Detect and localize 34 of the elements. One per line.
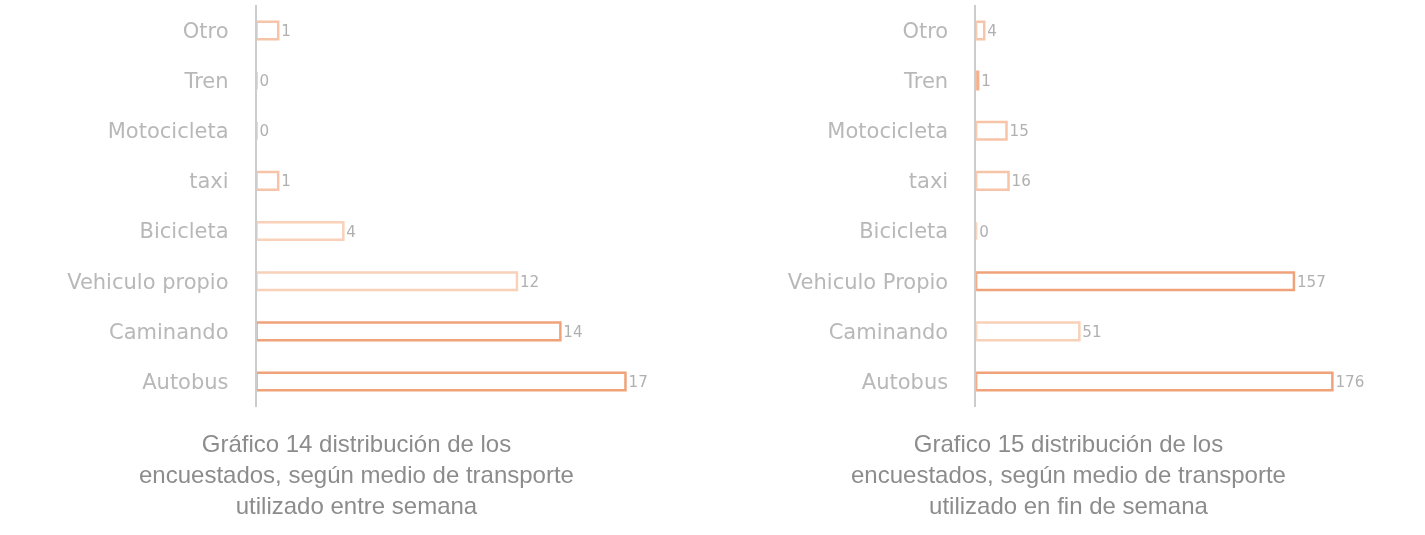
- data-label: 157: [1296, 272, 1326, 291]
- y-tick-label: Otro: [182, 18, 229, 43]
- y-tick-label: Tren: [903, 68, 949, 93]
- data-label: 4: [346, 222, 356, 241]
- data-label: 176: [1335, 373, 1365, 392]
- data-label: 51: [1082, 322, 1102, 341]
- data-label: 0: [259, 72, 270, 91]
- y-tick-label: Bicicleta: [139, 219, 229, 244]
- y-tick-label: Caminando: [109, 319, 229, 344]
- y-tick-label: taxi: [908, 169, 949, 194]
- y-tick-label: Vehiculo Propio: [787, 269, 949, 294]
- y-tick-label: Motocicleta: [107, 119, 229, 144]
- data-label: 1: [281, 22, 291, 41]
- data-label: 0: [979, 222, 989, 241]
- text: Grafico 15 distribución de los encuestados, según medio de transporte utilizado en fin de semana: [851, 430, 1286, 520]
- data-label: 0: [259, 122, 270, 141]
- y-tick-label: taxi: [189, 169, 229, 194]
- data-label: 1: [981, 72, 991, 91]
- data-label: 17: [628, 373, 648, 392]
- data-label: 1: [281, 172, 291, 191]
- y-tick-label: Otro: [902, 18, 949, 43]
- y-tick-label: Autobus: [861, 369, 949, 394]
- data-label: 4: [987, 22, 997, 41]
- y-tick-label: Autobus: [142, 369, 229, 394]
- data-label: 16: [1011, 172, 1031, 191]
- y-tick-label: Caminando: [828, 319, 949, 344]
- y-tick-label: Tren: [183, 68, 229, 93]
- data-label: 15: [1009, 122, 1029, 141]
- y-tick-label: Vehiculo propio: [67, 269, 229, 294]
- y-tick-label: Motocicleta: [827, 119, 949, 144]
- data-label: 12: [519, 272, 540, 291]
- data-label: 14: [563, 322, 583, 341]
- y-tick-label: Bicicleta: [859, 219, 949, 244]
- text: Gráfico 14 distribución de los encuestados, según medio de transporte utilizado entre semana: [139, 430, 574, 520]
